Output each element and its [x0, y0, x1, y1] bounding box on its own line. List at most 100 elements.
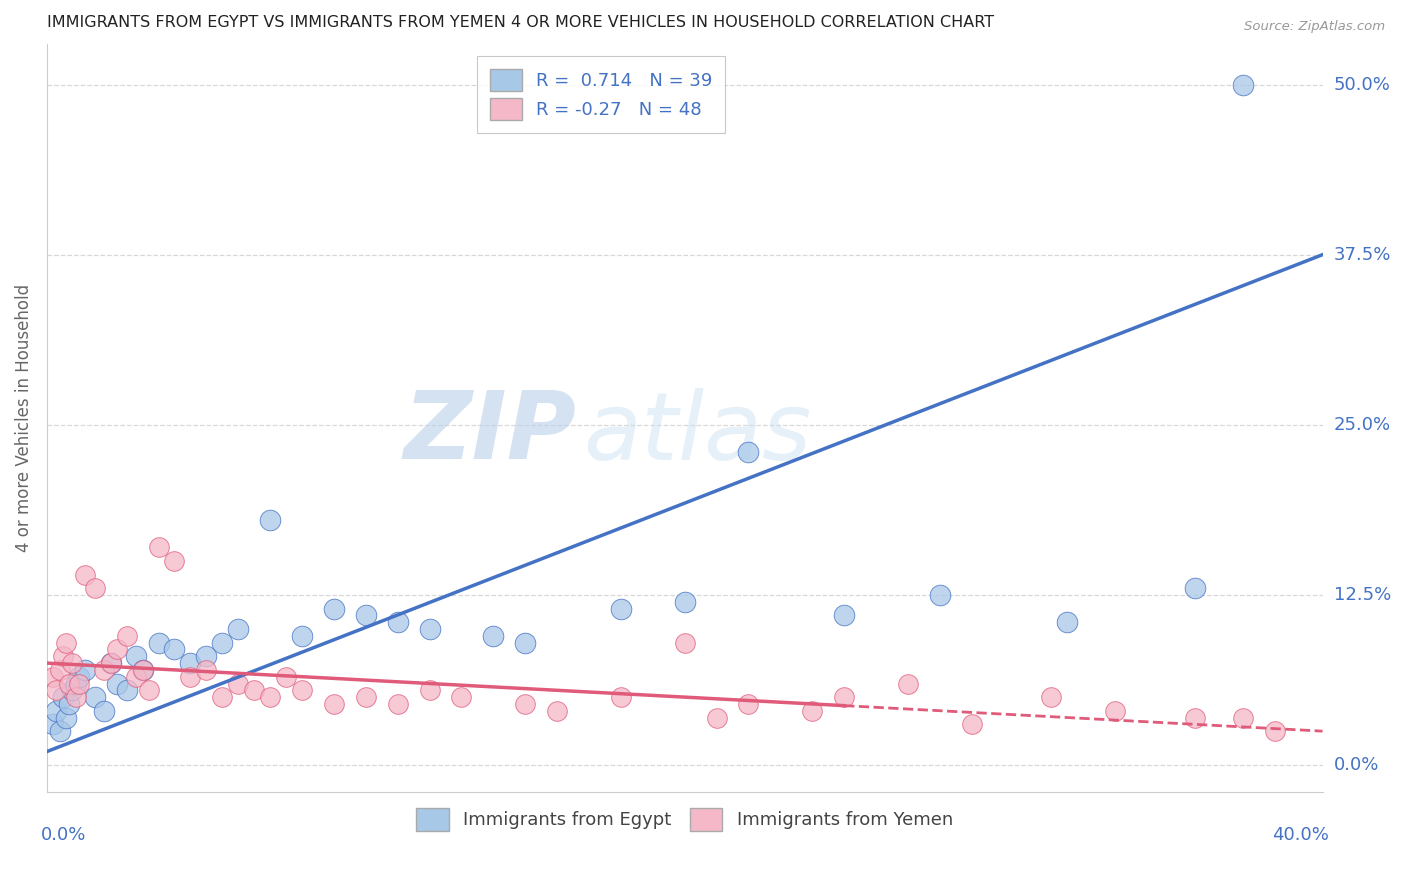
- Point: [48, 663, 70, 677]
- Point: [163, 642, 186, 657]
- Point: [419, 622, 441, 636]
- Point: [105, 676, 128, 690]
- Point: [105, 642, 128, 657]
- Text: 37.5%: 37.5%: [1334, 245, 1391, 264]
- Point: [100, 656, 122, 670]
- Point: [1232, 710, 1254, 724]
- Text: atlas: atlas: [582, 387, 811, 478]
- Point: [259, 513, 281, 527]
- Point: [195, 649, 218, 664]
- Point: [115, 683, 138, 698]
- Point: [48, 724, 70, 739]
- Point: [354, 608, 377, 623]
- Point: [52, 649, 75, 664]
- Point: [131, 663, 153, 677]
- Point: [179, 656, 201, 670]
- Point: [291, 629, 314, 643]
- Point: [706, 710, 728, 724]
- Point: [148, 541, 170, 555]
- Point: [179, 670, 201, 684]
- Point: [610, 601, 633, 615]
- Text: 0.0%: 0.0%: [41, 826, 86, 844]
- Point: [65, 690, 87, 705]
- Point: [60, 656, 83, 670]
- Point: [83, 690, 105, 705]
- Point: [1040, 690, 1063, 705]
- Y-axis label: 4 or more Vehicles in Household: 4 or more Vehicles in Household: [15, 284, 32, 552]
- Point: [291, 683, 314, 698]
- Point: [148, 635, 170, 649]
- Point: [67, 676, 90, 690]
- Point: [138, 683, 160, 698]
- Point: [1232, 78, 1254, 92]
- Text: 40.0%: 40.0%: [1272, 826, 1329, 844]
- Point: [673, 595, 696, 609]
- Text: 25.0%: 25.0%: [1334, 416, 1391, 434]
- Point: [1056, 615, 1078, 630]
- Point: [52, 690, 75, 705]
- Point: [45, 683, 67, 698]
- Text: 50.0%: 50.0%: [1334, 76, 1391, 94]
- Point: [1104, 704, 1126, 718]
- Point: [243, 683, 266, 698]
- Point: [322, 697, 344, 711]
- Point: [195, 663, 218, 677]
- Point: [226, 676, 249, 690]
- Point: [115, 629, 138, 643]
- Point: [55, 635, 77, 649]
- Point: [75, 567, 97, 582]
- Text: ZIP: ZIP: [404, 387, 576, 479]
- Point: [832, 690, 855, 705]
- Point: [100, 656, 122, 670]
- Point: [83, 581, 105, 595]
- Point: [211, 690, 233, 705]
- Point: [482, 629, 505, 643]
- Point: [515, 635, 537, 649]
- Point: [610, 690, 633, 705]
- Point: [58, 697, 80, 711]
- Point: [55, 710, 77, 724]
- Point: [274, 670, 297, 684]
- Point: [960, 717, 983, 731]
- Point: [928, 588, 950, 602]
- Point: [131, 663, 153, 677]
- Point: [226, 622, 249, 636]
- Point: [673, 635, 696, 649]
- Point: [67, 670, 90, 684]
- Point: [211, 635, 233, 649]
- Point: [1184, 581, 1206, 595]
- Point: [419, 683, 441, 698]
- Point: [93, 663, 115, 677]
- Point: [322, 601, 344, 615]
- Point: [897, 676, 920, 690]
- Point: [737, 697, 759, 711]
- Point: [259, 690, 281, 705]
- Point: [58, 676, 80, 690]
- Point: [387, 615, 409, 630]
- Point: [163, 554, 186, 568]
- Point: [42, 717, 65, 731]
- Point: [354, 690, 377, 705]
- Point: [801, 704, 824, 718]
- Point: [546, 704, 568, 718]
- Point: [125, 670, 148, 684]
- Point: [42, 670, 65, 684]
- Point: [60, 683, 83, 698]
- Point: [45, 704, 67, 718]
- Point: [737, 445, 759, 459]
- Text: Source: ZipAtlas.com: Source: ZipAtlas.com: [1244, 20, 1385, 33]
- Text: 0.0%: 0.0%: [1334, 756, 1379, 774]
- Text: 12.5%: 12.5%: [1334, 586, 1391, 604]
- Point: [387, 697, 409, 711]
- Point: [125, 649, 148, 664]
- Legend: Immigrants from Egypt, Immigrants from Yemen: Immigrants from Egypt, Immigrants from Y…: [408, 799, 962, 839]
- Point: [450, 690, 472, 705]
- Point: [75, 663, 97, 677]
- Text: IMMIGRANTS FROM EGYPT VS IMMIGRANTS FROM YEMEN 4 OR MORE VEHICLES IN HOUSEHOLD C: IMMIGRANTS FROM EGYPT VS IMMIGRANTS FROM…: [46, 15, 994, 30]
- Point: [1264, 724, 1286, 739]
- Point: [93, 704, 115, 718]
- Point: [832, 608, 855, 623]
- Point: [515, 697, 537, 711]
- Point: [1184, 710, 1206, 724]
- Point: [65, 676, 87, 690]
